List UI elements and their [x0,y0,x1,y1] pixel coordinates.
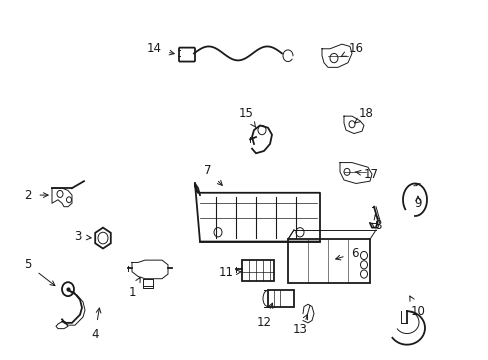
Text: 3: 3 [74,230,91,243]
Text: 5: 5 [24,258,55,285]
Text: 11: 11 [218,266,242,279]
Text: 4: 4 [91,308,101,341]
Text: 12: 12 [256,303,272,329]
FancyBboxPatch shape [179,48,195,62]
Text: 16: 16 [340,42,363,57]
Text: 17: 17 [354,168,378,181]
Text: 18: 18 [354,107,373,123]
Text: 6: 6 [335,247,358,260]
Text: 7: 7 [204,164,222,185]
FancyBboxPatch shape [287,239,369,283]
Text: 14: 14 [146,42,174,55]
Text: 15: 15 [238,107,255,127]
Text: 10: 10 [409,296,425,318]
Text: 13: 13 [292,315,307,336]
FancyBboxPatch shape [267,290,293,307]
Text: 1: 1 [128,278,140,299]
Text: 9: 9 [413,196,421,210]
Text: 8: 8 [373,215,381,232]
Text: 2: 2 [24,189,48,202]
FancyBboxPatch shape [242,260,273,281]
